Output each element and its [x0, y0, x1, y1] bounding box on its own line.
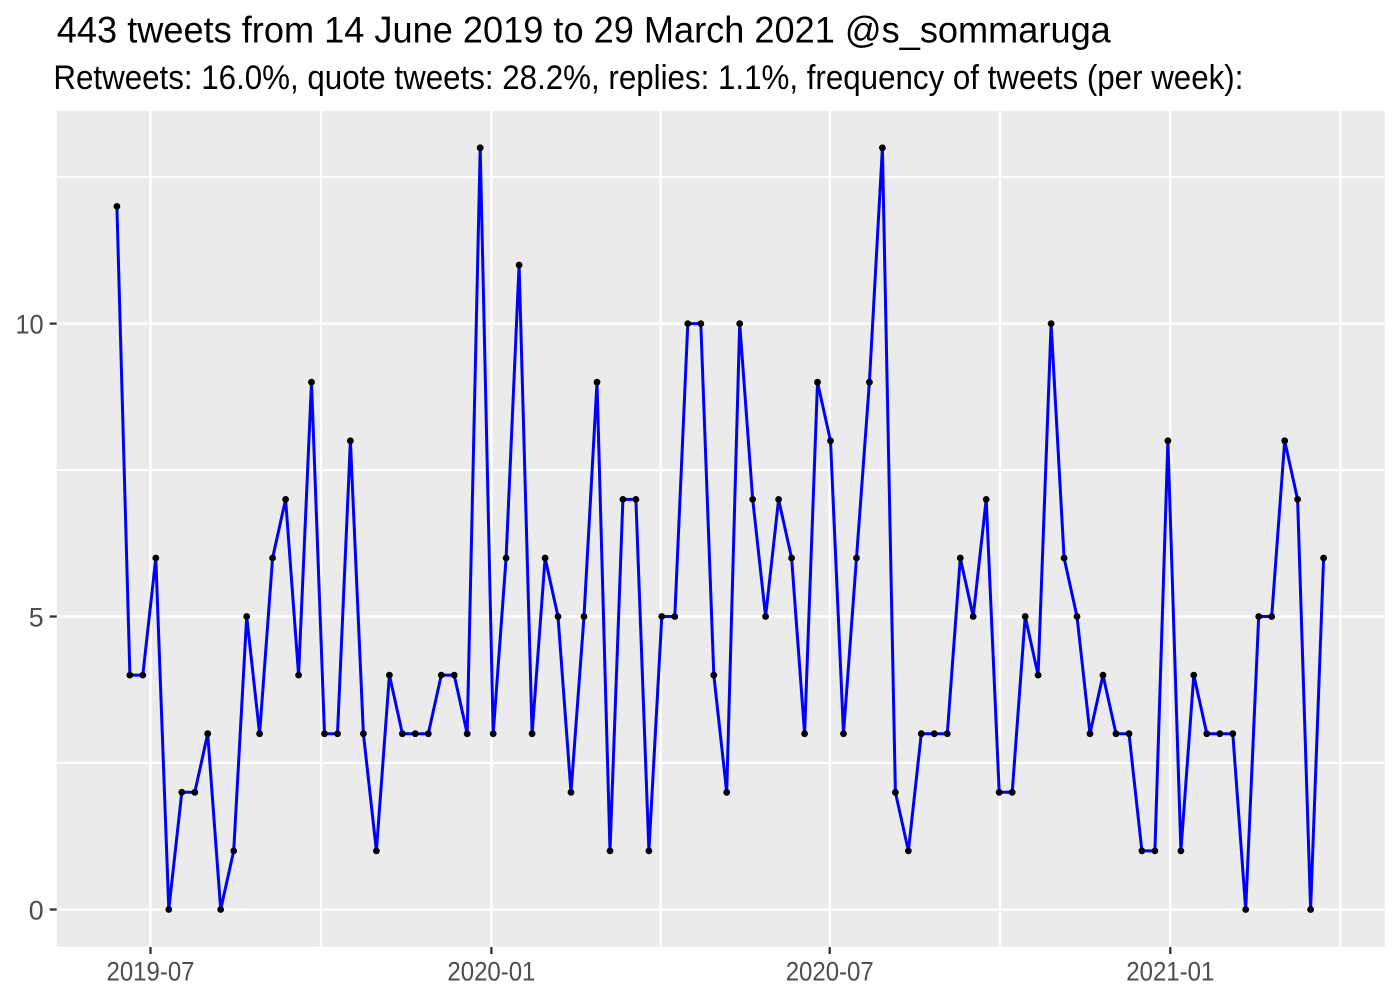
svg-text:2020-01: 2020-01 [447, 957, 535, 987]
svg-text:2019-07: 2019-07 [107, 957, 195, 987]
svg-text:5: 5 [29, 602, 44, 632]
svg-text:2021-01: 2021-01 [1126, 957, 1214, 987]
svg-text:2020-07: 2020-07 [786, 957, 874, 987]
svg-text:Retweets: 16.0%, quote tweets:: Retweets: 16.0%, quote tweets: 28.2%, re… [53, 59, 1243, 97]
svg-text:443 tweets from 14 June 2019 t: 443 tweets from 14 June 2019 to 29 March… [57, 9, 1111, 50]
svg-text:10: 10 [15, 309, 43, 339]
svg-text:0: 0 [29, 895, 44, 925]
